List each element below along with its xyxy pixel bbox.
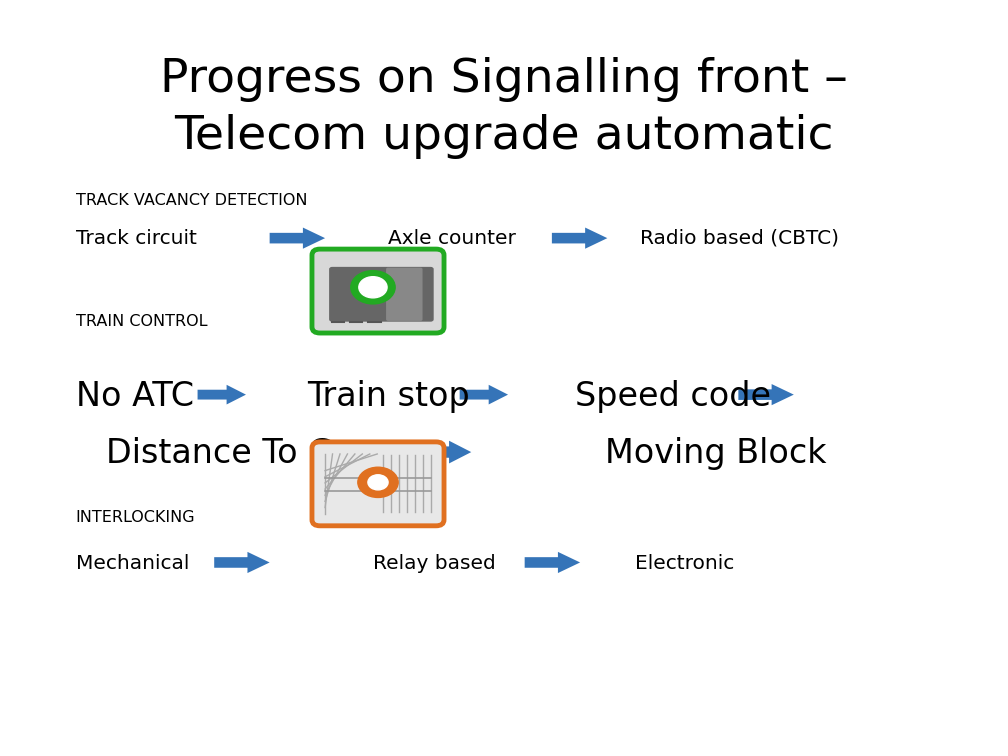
Circle shape: [359, 277, 387, 298]
Polygon shape: [214, 552, 270, 573]
Polygon shape: [552, 228, 607, 249]
Polygon shape: [198, 385, 246, 404]
Polygon shape: [525, 552, 581, 573]
FancyBboxPatch shape: [386, 268, 422, 321]
Text: INTERLOCKING: INTERLOCKING: [76, 510, 196, 525]
Polygon shape: [738, 384, 793, 405]
Text: Relay based: Relay based: [373, 553, 496, 573]
FancyBboxPatch shape: [329, 267, 433, 322]
Polygon shape: [415, 441, 471, 463]
Text: Speed code: Speed code: [575, 380, 770, 414]
Text: TRAIN CONTROL: TRAIN CONTROL: [76, 314, 207, 329]
FancyBboxPatch shape: [312, 442, 444, 526]
FancyBboxPatch shape: [312, 249, 444, 333]
Circle shape: [358, 467, 398, 497]
Text: Axle counter: Axle counter: [388, 228, 516, 248]
Text: No ATC: No ATC: [76, 380, 194, 414]
Circle shape: [368, 475, 388, 490]
Text: Radio based (CBTC): Radio based (CBTC): [640, 228, 839, 248]
Text: Moving Block: Moving Block: [605, 437, 827, 470]
Text: Progress on Signalling front –: Progress on Signalling front –: [160, 57, 848, 102]
Text: Train stop: Train stop: [307, 380, 470, 414]
Text: Track circuit: Track circuit: [76, 228, 197, 248]
Text: Mechanical: Mechanical: [76, 553, 188, 573]
Polygon shape: [269, 228, 325, 249]
Text: Telecom upgrade automatic: Telecom upgrade automatic: [174, 113, 834, 159]
Polygon shape: [460, 385, 508, 404]
Circle shape: [351, 271, 395, 304]
Text: Electronic: Electronic: [635, 553, 734, 573]
Text: Distance To Go: Distance To Go: [106, 437, 355, 470]
Text: TRACK VACANCY DETECTION: TRACK VACANCY DETECTION: [76, 193, 307, 208]
